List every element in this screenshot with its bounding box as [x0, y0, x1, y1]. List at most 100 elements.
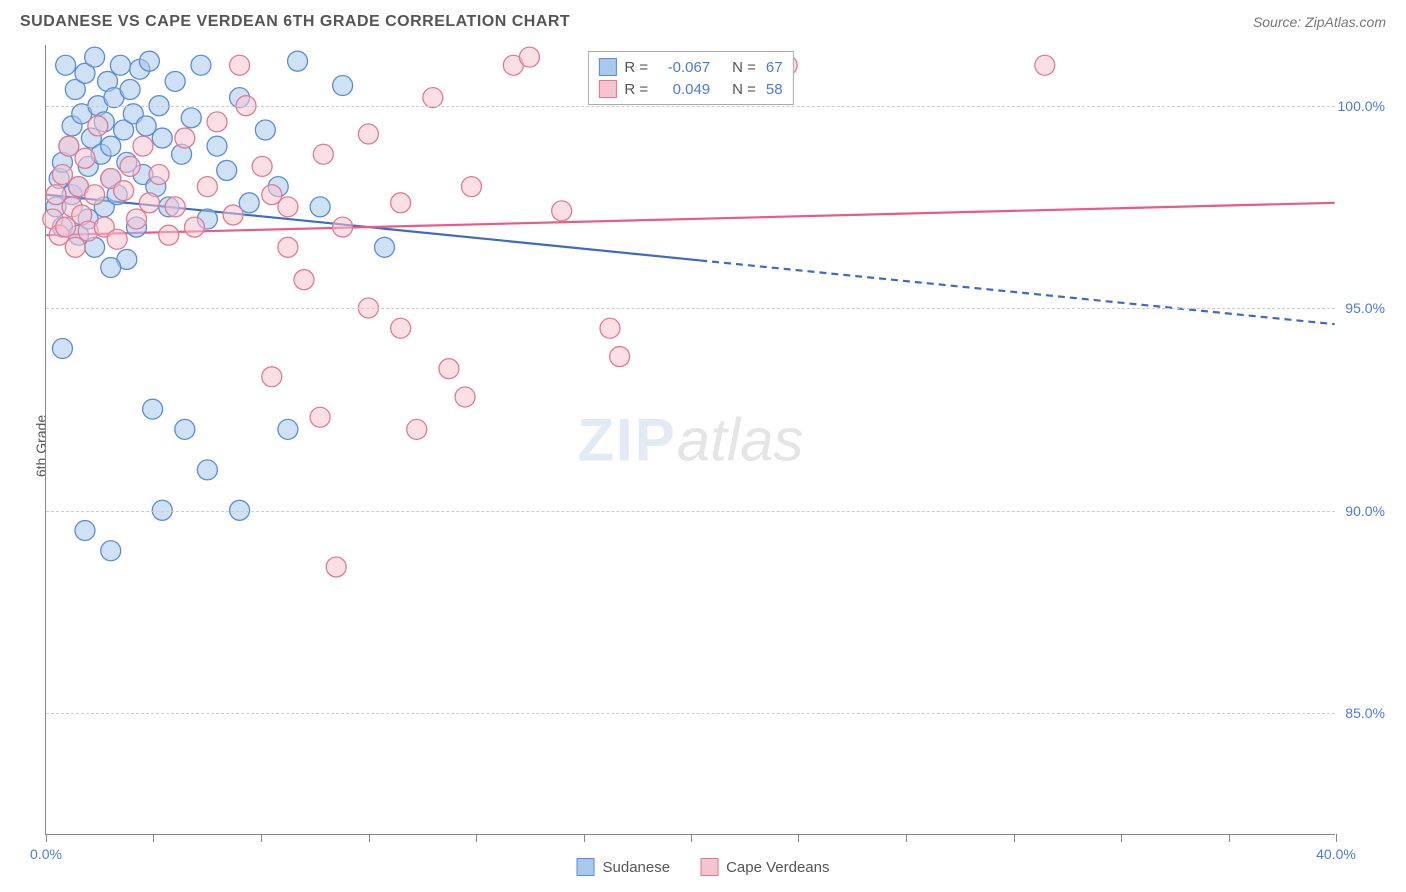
y-tick-label: 90.0%: [1345, 503, 1385, 519]
data-point: [519, 47, 539, 67]
data-point: [358, 124, 378, 144]
data-point: [114, 181, 134, 201]
legend-swatch: [700, 858, 718, 876]
data-point: [262, 367, 282, 387]
data-point: [552, 201, 572, 221]
source-label: Source: ZipAtlas.com: [1253, 14, 1386, 30]
data-point: [207, 136, 227, 156]
data-point: [139, 193, 159, 213]
data-point: [313, 144, 333, 164]
data-point: [75, 521, 95, 541]
data-point: [107, 229, 127, 249]
data-point: [255, 120, 275, 140]
data-point: [110, 55, 130, 75]
legend-swatch: [598, 58, 616, 76]
data-point: [310, 407, 330, 427]
plot-svg: [46, 45, 1335, 834]
x-tick: [1014, 834, 1015, 842]
legend-series-name: Cape Verdeans: [726, 859, 829, 876]
data-point: [333, 217, 353, 237]
gridline: [46, 713, 1335, 714]
data-point: [165, 197, 185, 217]
data-point: [294, 270, 314, 290]
data-point: [1035, 55, 1055, 75]
legend-row: R = 0.049 N = 58: [598, 78, 782, 100]
data-point: [181, 108, 201, 128]
legend-r-label: R =: [624, 59, 648, 76]
data-point: [65, 237, 85, 257]
data-point: [310, 197, 330, 217]
legend-n-value: 67: [766, 59, 783, 76]
data-point: [407, 419, 427, 439]
series-legend: Sudanese Cape Verdeans: [577, 858, 830, 876]
data-point: [175, 419, 195, 439]
data-point: [184, 217, 204, 237]
data-point: [120, 80, 140, 100]
data-point: [217, 160, 237, 180]
data-point: [600, 318, 620, 338]
x-tick: [46, 834, 47, 842]
data-point: [143, 399, 163, 419]
legend-n-label: N =: [732, 81, 756, 98]
data-point: [391, 193, 411, 213]
data-point: [278, 419, 298, 439]
data-point: [197, 460, 217, 480]
legend-swatch: [598, 80, 616, 98]
data-point: [333, 75, 353, 95]
data-point: [52, 338, 72, 358]
x-tick: [1336, 834, 1337, 842]
data-point: [120, 156, 140, 176]
x-tick: [1121, 834, 1122, 842]
data-point: [88, 116, 108, 136]
x-tick: [798, 834, 799, 842]
x-tick-label: 40.0%: [1316, 846, 1356, 862]
legend-n-value: 58: [766, 81, 783, 98]
legend-item: Cape Verdeans: [700, 858, 829, 876]
data-point: [56, 55, 76, 75]
chart-title: SUDANESE VS CAPE VERDEAN 6TH GRADE CORRE…: [20, 13, 570, 31]
gridline: [46, 308, 1335, 309]
x-tick: [261, 834, 262, 842]
data-point: [461, 177, 481, 197]
data-point: [149, 164, 169, 184]
data-point: [223, 205, 243, 225]
data-point: [288, 51, 308, 71]
y-tick-label: 95.0%: [1345, 300, 1385, 316]
data-point: [127, 209, 147, 229]
data-point: [439, 359, 459, 379]
y-tick-label: 100.0%: [1338, 98, 1385, 114]
y-tick-label: 85.0%: [1345, 705, 1385, 721]
legend-n-label: N =: [732, 59, 756, 76]
data-point: [278, 237, 298, 257]
data-point: [391, 318, 411, 338]
data-point: [455, 387, 475, 407]
data-point: [252, 156, 272, 176]
data-point: [423, 88, 443, 108]
data-point: [159, 225, 179, 245]
legend-swatch: [577, 858, 595, 876]
data-point: [85, 185, 105, 205]
x-tick: [369, 834, 370, 842]
data-point: [191, 55, 211, 75]
legend-r-value: -0.067: [658, 59, 710, 76]
data-point: [75, 148, 95, 168]
legend-item: Sudanese: [577, 858, 671, 876]
legend-row: R = -0.067 N = 67: [598, 56, 782, 78]
x-tick: [153, 834, 154, 842]
legend-r-label: R =: [624, 81, 648, 98]
data-point: [230, 55, 250, 75]
data-point: [101, 136, 121, 156]
data-point: [101, 541, 121, 561]
legend-r-value: 0.049: [658, 81, 710, 98]
regression-line-dashed: [700, 260, 1335, 324]
x-tick: [906, 834, 907, 842]
data-point: [152, 128, 172, 148]
data-point: [165, 71, 185, 91]
data-point: [133, 136, 153, 156]
plot-region: ZIPatlas R =-0.067N =67R =0.049N =58 85.…: [45, 45, 1335, 835]
x-tick: [1229, 834, 1230, 842]
correlation-legend: R = -0.067 N = 67 R = 0.049 N = 58: [587, 51, 793, 105]
data-point: [207, 112, 227, 132]
data-point: [85, 47, 105, 67]
data-point: [278, 197, 298, 217]
